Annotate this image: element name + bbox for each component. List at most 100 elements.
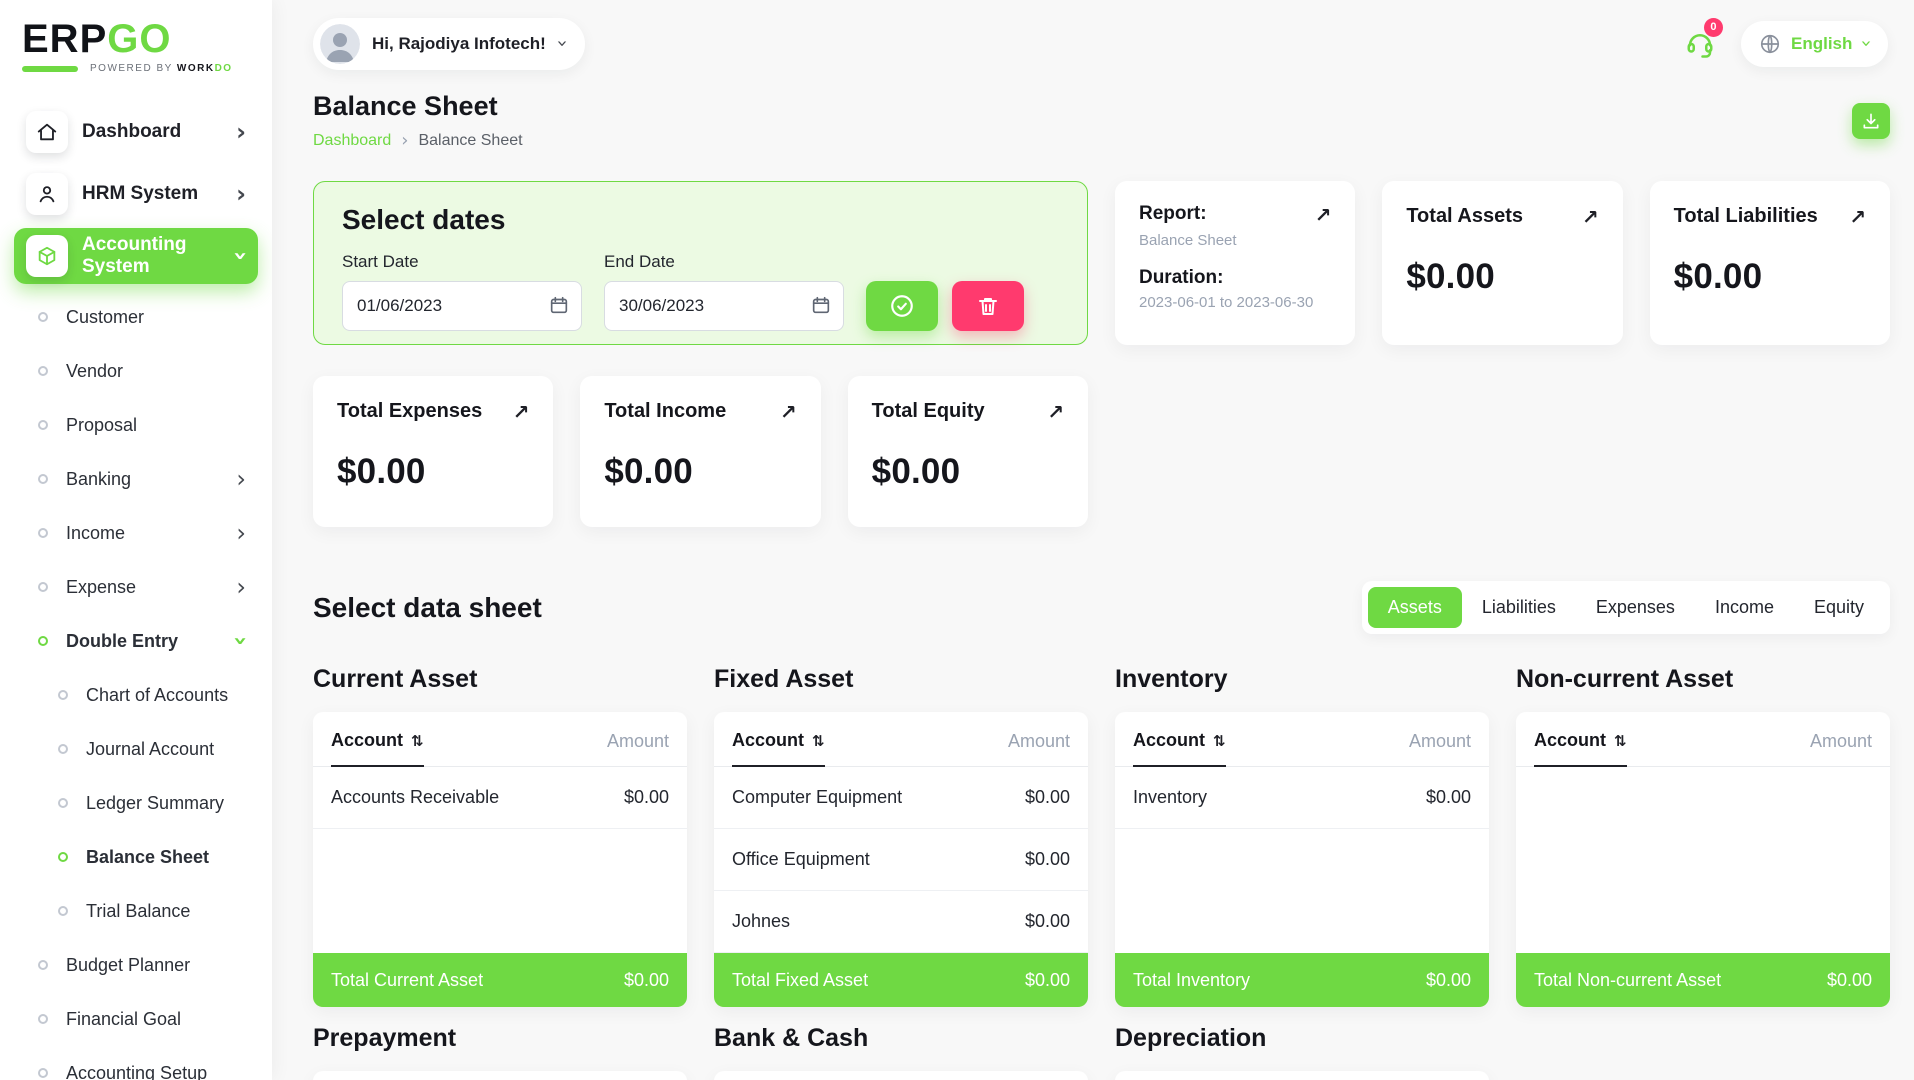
table-total-row: Total Non-current Asset $0.00: [1516, 953, 1890, 1007]
table-total-row: Total Current Asset $0.00: [313, 953, 687, 1007]
chevron-right-icon: ›: [236, 519, 246, 547]
circle-icon: [38, 474, 48, 484]
page-title: Balance Sheet: [313, 91, 498, 121]
select-dates-title: Select dates: [342, 204, 506, 235]
tab-equity[interactable]: Equity: [1794, 587, 1884, 628]
external-link-icon[interactable]: ↗: [1581, 205, 1599, 229]
chevron-down-icon: ›: [551, 39, 574, 48]
table-total-row: Total Fixed Asset $0.00: [714, 953, 1088, 1007]
breadcrumb-dashboard-link[interactable]: Dashboard: [313, 131, 392, 149]
external-link-icon[interactable]: ↗: [1314, 203, 1332, 227]
calendar-icon[interactable]: [810, 294, 832, 316]
circle-icon: [38, 528, 48, 538]
tab-expenses[interactable]: Expenses: [1576, 587, 1695, 628]
language-label: English: [1790, 33, 1853, 53]
logo-underline-bar: [22, 65, 78, 72]
notification-badge: 0: [1703, 17, 1723, 37]
stat-label: Total Expenses: [337, 400, 483, 422]
brand-logo[interactable]: ERPGO Powered By WORKDO: [14, 16, 258, 74]
start-date-input[interactable]: [342, 281, 582, 331]
sidebar-item-accounting-system[interactable]: Accounting System ›: [14, 228, 258, 284]
download-button[interactable]: [1852, 103, 1890, 139]
clear-dates-button[interactable]: [952, 281, 1024, 331]
language-selector[interactable]: English ›: [1740, 20, 1888, 67]
account-column-header[interactable]: Account ⇅: [331, 730, 424, 767]
sidebar-item-label: Dashboard: [82, 121, 182, 142]
account-column-header[interactable]: Account ⇅: [1133, 730, 1226, 767]
trash-icon: [979, 298, 997, 315]
sidebar-menu: Dashboard › HRM System › Accounting Syst…: [14, 104, 258, 1080]
chevron-down-icon: ›: [227, 251, 256, 261]
sidebar-item-customer[interactable]: Customer: [14, 290, 258, 344]
total-liabilities-card: Total Liabilities ↗ $0.00: [1649, 181, 1890, 345]
circle-icon: [58, 744, 68, 754]
circle-icon: [58, 798, 68, 808]
stat-value: $0.00: [1673, 257, 1763, 296]
amount-column-header: Amount: [606, 731, 669, 751]
tab-liabilities[interactable]: Liabilities: [1462, 587, 1576, 628]
sidebar-item-budget-planner[interactable]: Budget Planner: [14, 938, 258, 992]
sidebar-item-trial-balance[interactable]: Trial Balance: [14, 884, 258, 938]
chevron-down-icon: ›: [227, 636, 256, 646]
table-total-row: Total Inventory $0.00: [1115, 953, 1489, 1007]
sidebar-item-income[interactable]: Income ›: [14, 506, 258, 560]
table-row: Accounts Receivable $0.00: [313, 767, 687, 829]
start-date-field: Start Date: [342, 252, 582, 331]
total-income-card: Total Income ↗ $0.00: [580, 376, 821, 527]
data-sheet-head: Select data sheet Assets Liabilities Exp…: [313, 581, 1890, 634]
stat-value: $0.00: [337, 452, 426, 491]
external-link-icon[interactable]: ↗: [512, 400, 530, 424]
sidebar-item-hrm-system[interactable]: HRM System ›: [14, 166, 258, 222]
calendar-icon[interactable]: [548, 294, 570, 316]
external-link-icon[interactable]: ↗: [1849, 205, 1866, 229]
stat-label: Total Equity: [871, 400, 985, 422]
circle-icon: [58, 690, 68, 700]
sidebar-item-chart-of-accounts[interactable]: Chart of Accounts: [14, 668, 258, 722]
sidebar-item-banking[interactable]: Banking ›: [14, 452, 258, 506]
external-link-icon[interactable]: ↗: [1047, 400, 1064, 424]
sort-icon: ⇅: [1614, 731, 1627, 750]
table-row: Computer Equipment $0.00: [714, 767, 1088, 829]
circle-icon: [58, 906, 68, 916]
sidebar-item-dashboard[interactable]: Dashboard ›: [14, 104, 258, 160]
tab-assets[interactable]: Assets: [1367, 587, 1462, 628]
globe-icon: [1759, 33, 1781, 55]
breadcrumb-chevron-icon: ›: [401, 130, 409, 151]
chevron-right-icon: ›: [236, 573, 246, 601]
main-area: Hi, Rajodiya Infotech! › 0 English ›: [272, 0, 1914, 1080]
support-chat-button[interactable]: 0: [1681, 17, 1723, 63]
table-title: Prepayment: [313, 1024, 457, 1052]
report-value: Balance Sheet: [1138, 232, 1237, 249]
account-column-header[interactable]: Account ⇅: [1534, 730, 1627, 767]
end-date-input[interactable]: [604, 281, 844, 331]
end-date-label: End Date: [604, 252, 675, 271]
user-menu[interactable]: Hi, Rajodiya Infotech! ›: [313, 17, 586, 70]
table-row: Inventory $0.00: [1115, 767, 1489, 829]
sidebar-item-journal-account[interactable]: Journal Account: [14, 722, 258, 776]
table-title: Depreciation: [1115, 1024, 1267, 1052]
tab-income[interactable]: Income: [1695, 587, 1794, 628]
total-assets-card: Total Assets ↗ $0.00: [1382, 181, 1623, 345]
table-title: Inventory: [1115, 665, 1228, 693]
apply-dates-button[interactable]: [866, 281, 938, 331]
external-link-icon[interactable]: ↗: [779, 400, 797, 424]
sidebar-item-accounting-setup[interactable]: Accounting Setup: [14, 1046, 258, 1080]
sidebar-item-proposal[interactable]: Proposal: [14, 398, 258, 452]
sidebar-item-expense[interactable]: Expense ›: [14, 560, 258, 614]
bank-cash-column: Bank & Cash Account⇅ Amount: [714, 1023, 1088, 1080]
circle-icon: [38, 1014, 48, 1024]
sidebar-item-financial-goal[interactable]: Financial Goal: [14, 992, 258, 1046]
account-column-header[interactable]: Account ⇅: [732, 730, 825, 767]
home-icon: [26, 111, 68, 153]
powered-by: Powered By WORKDO: [90, 63, 233, 74]
sidebar-item-ledger-summary[interactable]: Ledger Summary: [14, 776, 258, 830]
prepayment-column: Prepayment Account⇅ Amount: [313, 1023, 687, 1080]
sidebar-item-vendor[interactable]: Vendor: [14, 344, 258, 398]
stat-label: Total Liabilities: [1673, 205, 1818, 227]
non-current-asset-table: Account ⇅ Amount Total Non-current Asset …: [1516, 712, 1890, 1007]
asset-tables-row-2: Prepayment Account⇅ Amount Bank & Cash A…: [313, 1023, 1890, 1080]
sidebar-item-balance-sheet[interactable]: Balance Sheet: [14, 830, 258, 884]
start-date-label: Start Date: [342, 252, 419, 271]
logo-primary: ERP: [22, 17, 108, 61]
sidebar-item-double-entry[interactable]: Double Entry ›: [14, 614, 258, 668]
